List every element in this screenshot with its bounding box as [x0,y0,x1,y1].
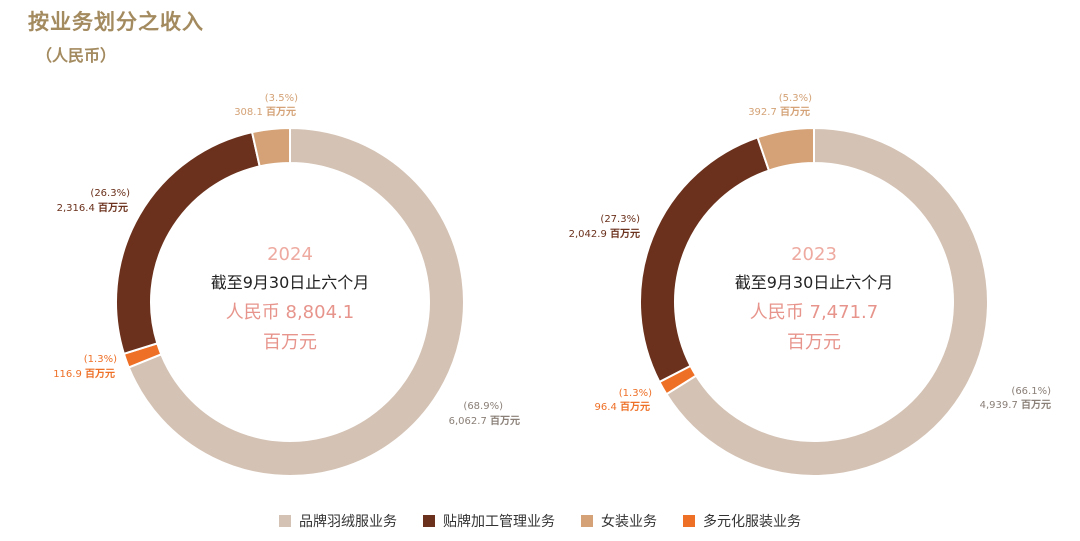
slice-pct-label-womens-2024: (3.5%) [265,93,298,104]
legend: 品牌羽绒服业务 贴牌加工管理业务 女装业务 多元化服装业务 [0,511,1080,531]
slice-pct-label-diversified-2023: (1.3%) [619,388,652,399]
legend-swatch [581,515,593,527]
slice-pct-label-oem-2023: (27.3%) [600,214,640,225]
center-unit-2024: 百万元 [263,332,317,353]
donut-slice-brand-down-2023 [665,126,989,477]
legend-swatch [279,515,291,527]
center-total-2024: 人民币 8,804.1 [226,302,354,323]
donut-slice-brand-down-2024 [127,126,465,477]
slice-value-label-oem-2023: 2,042.9 百万元 [569,228,640,240]
center-unit-2023: 百万元 [787,332,841,353]
donut-slice-womens-2024 [250,126,291,168]
legend-label: 品牌羽绒服业务 [299,514,397,530]
legend-item-womens: 女装业务 [581,511,657,531]
slice-pct-label-brand-down-2023: (66.1%) [1011,386,1051,397]
slice-value-label-womens-2024: 308.1 百万元 [234,106,296,118]
slice-value-label-diversified-2023: 96.4 百万元 [595,401,650,413]
slice-value-label-brand-down-2024: 6,062.7 百万元 [449,415,520,427]
legend-item-diversified: 多元化服装业务 [683,511,801,531]
legend-item-oem: 贴牌加工管理业务 [423,511,555,531]
center-period-2024: 截至9月30日止六个月 [211,273,370,292]
slice-pct-label-diversified-2024: (1.3%) [84,354,117,365]
donut-slice-oem-2023 [639,136,771,384]
legend-label: 多元化服装业务 [703,514,801,530]
page-title: 按业务划分之收入 [28,10,204,34]
center-year-2024: 2024 [267,244,313,265]
slice-value-label-womens-2023: 392.7 百万元 [748,106,810,118]
slice-pct-label-oem-2024: (26.3%) [90,188,130,199]
legend-label: 女装业务 [601,514,657,530]
slice-value-label-diversified-2024: 116.9 百万元 [53,368,115,380]
page-subtitle: （人民币） [36,46,117,65]
legend-swatch [423,515,435,527]
center-period-2023: 截至9月30日止六个月 [735,273,894,292]
slice-value-label-brand-down-2023: 4,939.7 百万元 [980,399,1051,411]
legend-label: 贴牌加工管理业务 [443,514,555,530]
center-total-2023: 人民币 7,471.7 [750,302,878,323]
donut-slice-womens-2023 [756,126,815,172]
slice-pct-label-brand-down-2024: (68.9%) [463,401,503,412]
center-year-2023: 2023 [791,244,837,265]
slice-pct-label-womens-2023: (5.3%) [779,93,812,104]
slice-value-label-oem-2024: 2,316.4 百万元 [57,202,128,214]
legend-item-brand-down: 品牌羽绒服业务 [279,511,397,531]
legend-swatch [683,515,695,527]
